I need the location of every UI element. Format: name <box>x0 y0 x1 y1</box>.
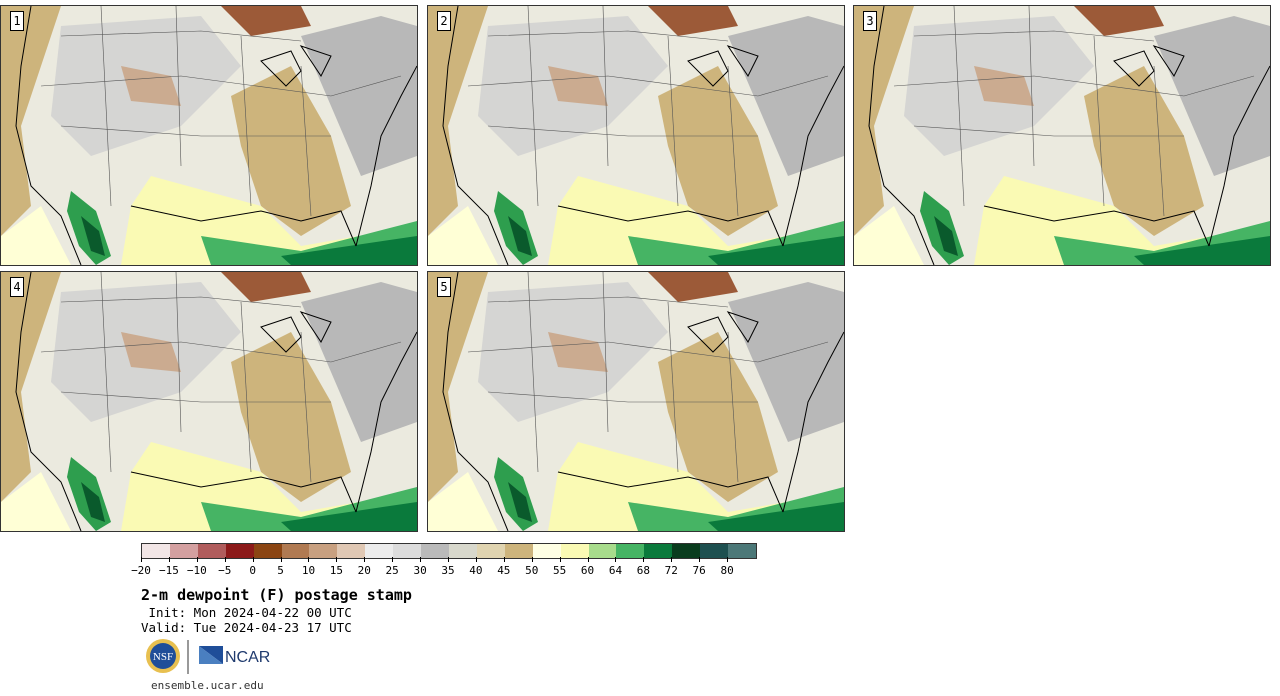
colorbar-tick <box>252 557 254 562</box>
panel-label: 5 <box>437 277 451 297</box>
colorbar-tick-label: 80 <box>720 564 734 577</box>
colorbar <box>141 543 757 559</box>
colorbar-tick <box>392 557 394 562</box>
colorbar-segment <box>281 544 310 558</box>
colorbar-tick <box>420 557 422 562</box>
colorbar-tick <box>308 557 310 562</box>
map-panel-1: 1 <box>0 5 418 266</box>
colorbar-segment <box>644 544 673 558</box>
colorbar-segment <box>309 544 338 558</box>
colorbar-tick-label: 60 <box>580 564 595 577</box>
colorbar-segment <box>700 544 729 558</box>
colorbar-segment <box>588 544 617 558</box>
colorbar-tick-label: 0 <box>249 564 256 577</box>
colorbar-segment <box>532 544 561 558</box>
colorbar-tick-label: 40 <box>469 564 483 577</box>
colorbar-tick-label: −20 <box>131 564 151 577</box>
colorbar-segment <box>142 544 170 558</box>
colorbar-tick-label: 72 <box>664 564 678 577</box>
colorbar-tick-label: 25 <box>385 564 399 577</box>
colorbar-tick <box>727 557 729 562</box>
colorbar-tick <box>475 557 477 562</box>
ncar-logo: NCAR <box>199 646 270 666</box>
colorbar-tick <box>503 557 505 562</box>
colorbar-segment <box>448 544 477 558</box>
colorbar-segment <box>253 544 282 558</box>
dewpoint-map <box>854 6 1270 265</box>
colorbar-segment <box>365 544 394 558</box>
dewpoint-map <box>1 272 417 531</box>
panel-label: 3 <box>863 11 877 31</box>
colorbar-ticks: −20 −15 −10 −5 0 5 10 15 20 25 30 35 40 45 50 55 60 64 68 7… <box>131 557 757 577</box>
colorbar-segment <box>616 544 645 558</box>
panel-label: 1 <box>10 11 24 31</box>
colorbar-tick <box>531 557 533 562</box>
colorbar-tick-label: 68 <box>636 564 650 577</box>
panel-label: 2 <box>437 11 451 31</box>
colorbar-tick-label: 50 <box>525 564 539 577</box>
dewpoint-map <box>428 272 844 531</box>
colorbar-segment <box>560 544 589 558</box>
colorbar-tick <box>559 557 561 562</box>
colorbar-tick-label: 55 <box>553 564 567 577</box>
colorbar-tick-label: 5 <box>277 564 284 577</box>
colorbar-tick <box>141 557 142 562</box>
init-time: Init: Mon 2024-04-22 00 UTC <box>141 605 352 620</box>
svg-text:NSF: NSF <box>153 651 173 663</box>
colorbar-tick-label: −5 <box>218 564 232 577</box>
colorbar-tick <box>587 557 589 562</box>
map-panel-2: 2 <box>427 5 845 266</box>
logo-row: NSF NCAR <box>145 638 275 676</box>
colorbar-tick <box>699 557 701 562</box>
colorbar-tick <box>364 557 366 562</box>
colorbar-tick <box>671 557 673 562</box>
colorbar-tick <box>280 557 282 562</box>
map-panel-5: 5 <box>427 271 845 532</box>
colorbar-segment <box>337 544 366 558</box>
colorbar-tick <box>168 557 170 562</box>
colorbar-segment <box>225 544 254 558</box>
dewpoint-map <box>428 6 844 265</box>
nsf-ncar-logos: NSF NCAR <box>146 639 270 674</box>
colorbar-segment <box>728 544 756 558</box>
colorbar-tick-label: 35 <box>441 564 455 577</box>
dewpoint-map <box>1 6 417 265</box>
colorbar-segment <box>197 544 226 558</box>
panel-label: 4 <box>10 277 24 297</box>
colorbar-segment <box>476 544 505 558</box>
colorbar-segment <box>169 544 198 558</box>
colorbar-segment <box>393 544 422 558</box>
valid-time: Valid: Tue 2024-04-23 17 UTC <box>141 620 352 635</box>
colorbar-tick-label: −10 <box>186 564 207 577</box>
colorbar-tick <box>224 557 226 562</box>
colorbar-tick <box>336 557 338 562</box>
nsf-logo: NSF <box>146 639 180 673</box>
colorbar-tick-label: 20 <box>357 564 371 577</box>
colorbar-tick <box>448 557 449 562</box>
colorbar-tick-label: 45 <box>497 564 511 577</box>
colorbar-tick-label: −15 <box>158 564 179 577</box>
colorbar-tick-label: 15 <box>329 564 343 577</box>
colorbar-tick <box>615 557 617 562</box>
map-panel-4: 4 <box>0 271 418 532</box>
colorbar-tick <box>196 557 198 562</box>
colorbar-tick-label: 30 <box>413 564 427 577</box>
colorbar-tick <box>643 557 645 562</box>
page-title: 2-m dewpoint (F) postage stamp <box>141 586 412 604</box>
colorbar-tick-label: 10 <box>301 564 316 577</box>
map-panel-3: 3 <box>853 5 1271 266</box>
colorbar-tick-label: 76 <box>692 564 706 577</box>
svg-text:NCAR: NCAR <box>225 649 270 666</box>
colorbar-segment <box>504 544 533 558</box>
colorbar-segment <box>421 544 449 558</box>
colorbar-tick-label: 64 <box>608 564 623 577</box>
site-url: ensemble.ucar.edu <box>151 679 264 692</box>
colorbar-segment <box>672 544 701 558</box>
